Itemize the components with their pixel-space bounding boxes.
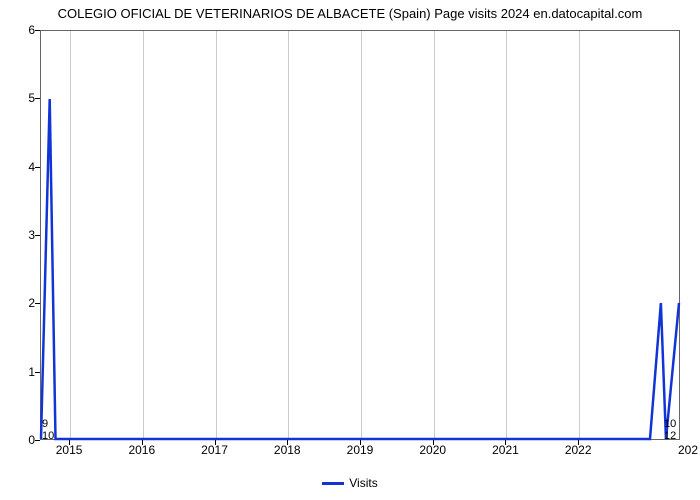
x-tick-mark	[360, 440, 361, 445]
legend-swatch	[322, 482, 344, 485]
x-tick-label: 2020	[419, 443, 446, 457]
end-value-bottom: 12	[664, 430, 676, 442]
y-tick-label: 1	[5, 365, 35, 379]
legend: Visits	[0, 476, 700, 490]
x-tick-label: 2019	[347, 443, 374, 457]
x-tick-label: 2015	[56, 443, 83, 457]
x-tick-mark	[69, 440, 70, 445]
start-value-bottom: 10	[42, 430, 54, 442]
y-tick-label: 5	[5, 91, 35, 105]
y-tick-label: 0	[5, 433, 35, 447]
y-tick-mark	[35, 30, 40, 31]
y-tick-mark	[35, 440, 40, 441]
y-tick-mark	[35, 372, 40, 373]
y-tick-label: 6	[5, 23, 35, 37]
x-tick-label: 2018	[274, 443, 301, 457]
x-tick-label: 2022	[565, 443, 592, 457]
x-tick-mark	[578, 440, 579, 445]
x-tick-mark	[215, 440, 216, 445]
y-tick-mark	[35, 303, 40, 304]
y-tick-mark	[35, 167, 40, 168]
x-tick-mark	[505, 440, 506, 445]
end-value-top: 10	[664, 418, 676, 430]
x-tick-label: 2021	[492, 443, 519, 457]
x-tick-label: 2017	[201, 443, 228, 457]
y-tick-label: 2	[5, 296, 35, 310]
plot-area	[40, 30, 680, 440]
legend-label: Visits	[349, 476, 377, 490]
y-tick-mark	[35, 98, 40, 99]
x-tick-label: 2016	[128, 443, 155, 457]
x-tick-label-truncated: 202	[678, 443, 698, 457]
x-tick-mark	[433, 440, 434, 445]
x-tick-mark	[287, 440, 288, 445]
visits-line	[41, 31, 679, 439]
y-tick-label: 3	[5, 228, 35, 242]
y-tick-mark	[35, 235, 40, 236]
x-tick-mark	[142, 440, 143, 445]
y-tick-label: 4	[5, 160, 35, 174]
chart-title: COLEGIO OFICIAL DE VETERINARIOS DE ALBAC…	[0, 6, 700, 21]
start-value-top: 9	[42, 418, 48, 430]
